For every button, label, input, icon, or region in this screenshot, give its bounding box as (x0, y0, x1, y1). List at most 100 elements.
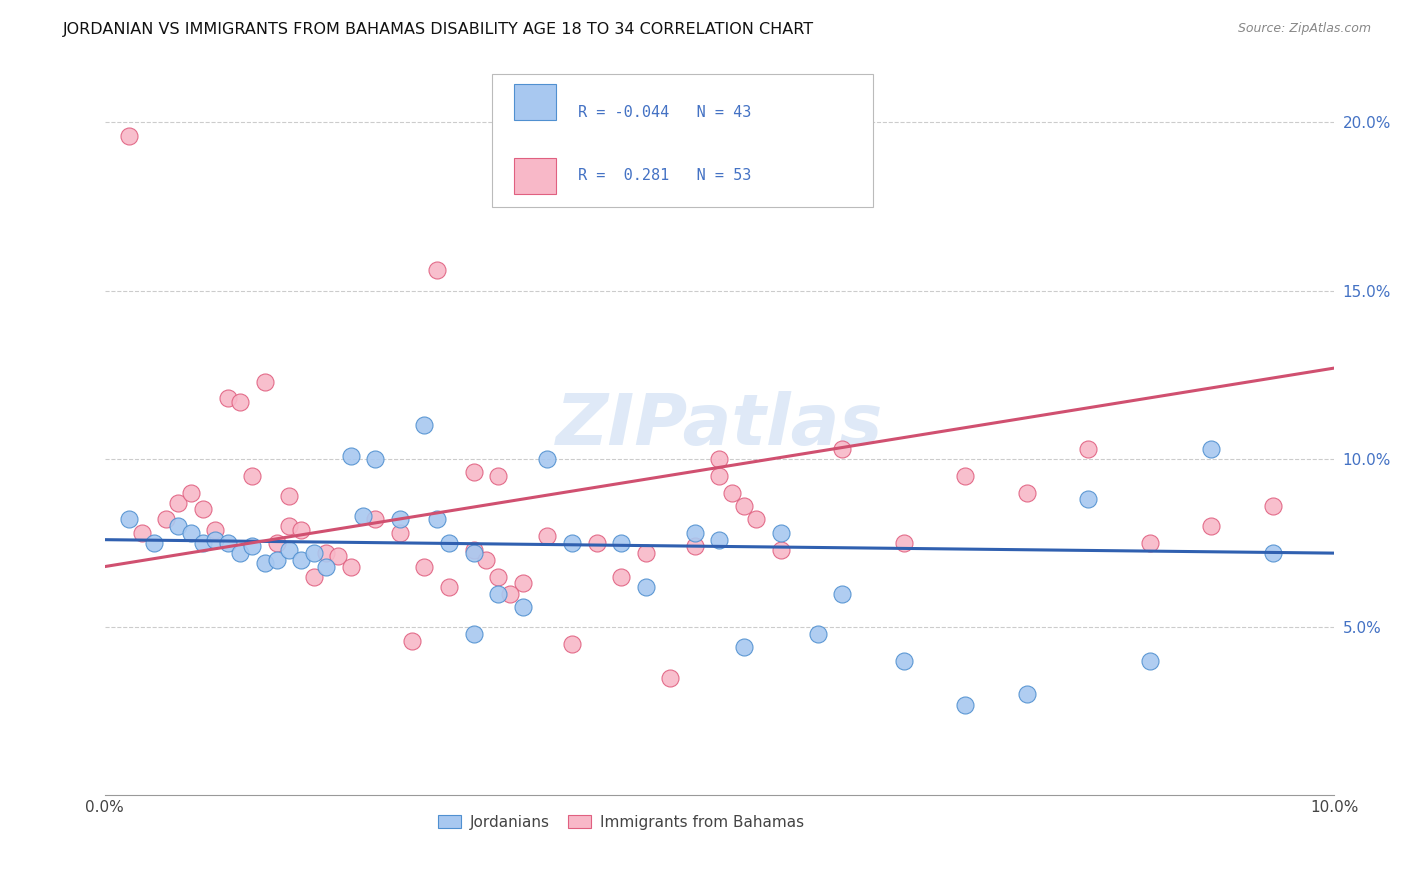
Point (437, 536, 460, 550)
Point (745, 512, 768, 526)
Point (536, 529, 558, 543)
Point (769, 525, 792, 540)
Point (709, 468, 731, 483)
Point (807, 627, 830, 641)
Point (769, 542, 792, 557)
FancyBboxPatch shape (515, 158, 555, 194)
Point (709, 533, 731, 547)
Point (352, 509, 374, 524)
Point (893, 654, 915, 668)
Point (512, 599, 534, 614)
Point (536, 451, 558, 466)
Point (486, 586, 509, 600)
Point (278, 489, 301, 503)
Point (1261, 499, 1284, 513)
Point (486, 570, 509, 584)
Point (142, 536, 165, 550)
Point (229, 394, 252, 409)
Point (191, 502, 214, 516)
Point (426, 263, 449, 277)
Point (437, 580, 460, 594)
Point (683, 525, 706, 540)
Point (463, 466, 485, 480)
Point (426, 512, 449, 526)
Point (388, 525, 411, 540)
Point (180, 525, 202, 540)
Point (131, 525, 153, 540)
Point (634, 580, 657, 594)
Point (401, 633, 423, 648)
Point (733, 499, 755, 513)
Point (278, 542, 301, 557)
Point (475, 553, 498, 567)
Point (486, 468, 509, 483)
Point (240, 540, 263, 554)
Point (217, 392, 239, 406)
Point (1015, 485, 1038, 500)
Point (709, 451, 731, 466)
Point (191, 536, 214, 550)
Point (413, 418, 436, 433)
Point (955, 468, 977, 483)
Point (683, 540, 706, 554)
Point (229, 546, 252, 560)
Point (266, 536, 288, 550)
Point (561, 637, 583, 651)
Point (413, 559, 436, 574)
Point (512, 576, 534, 591)
Point (1077, 492, 1099, 507)
Point (463, 546, 485, 560)
Point (1139, 654, 1161, 668)
Point (204, 523, 226, 537)
Text: ZIPatlas: ZIPatlas (555, 391, 883, 459)
Point (634, 546, 657, 560)
Point (659, 671, 682, 685)
Point (240, 468, 263, 483)
Point (499, 586, 522, 600)
Text: Source: ZipAtlas.com: Source: ZipAtlas.com (1237, 22, 1371, 36)
Point (339, 449, 361, 463)
Point (302, 570, 325, 584)
Point (167, 519, 190, 533)
Point (118, 128, 141, 143)
FancyBboxPatch shape (492, 74, 873, 207)
Text: R =  0.281   N = 53: R = 0.281 N = 53 (578, 168, 751, 183)
Point (266, 553, 288, 567)
Point (561, 536, 583, 550)
Point (253, 375, 276, 389)
Point (217, 536, 239, 550)
Point (955, 698, 977, 712)
Point (610, 536, 633, 550)
Point (155, 512, 177, 526)
Point (720, 485, 742, 500)
Point (315, 546, 337, 560)
Point (388, 512, 411, 526)
Point (118, 512, 141, 526)
Point (1015, 688, 1038, 702)
Point (302, 546, 325, 560)
Point (328, 549, 350, 564)
FancyBboxPatch shape (515, 85, 555, 120)
Point (364, 451, 387, 466)
Point (610, 570, 633, 584)
Point (463, 627, 485, 641)
Point (893, 536, 915, 550)
Point (278, 519, 301, 533)
Point (1139, 536, 1161, 550)
Point (1201, 442, 1223, 456)
Point (253, 556, 276, 570)
Point (364, 512, 387, 526)
Point (585, 536, 607, 550)
Legend: Jordanians, Immigrants from Bahamas: Jordanians, Immigrants from Bahamas (432, 808, 810, 836)
Point (831, 442, 853, 456)
Point (831, 586, 853, 600)
Point (339, 559, 361, 574)
Point (315, 559, 337, 574)
Point (290, 523, 312, 537)
Point (1201, 519, 1223, 533)
Point (180, 485, 202, 500)
Point (1077, 442, 1099, 456)
Point (1261, 546, 1284, 560)
Text: JORDANIAN VS IMMIGRANTS FROM BAHAMAS DISABILITY AGE 18 TO 34 CORRELATION CHART: JORDANIAN VS IMMIGRANTS FROM BAHAMAS DIS… (63, 22, 814, 37)
Point (463, 542, 485, 557)
